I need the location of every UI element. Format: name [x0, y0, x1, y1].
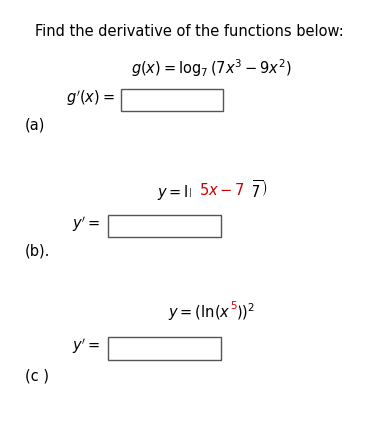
Text: Find the derivative of the functions below:: Find the derivative of the functions bel… [35, 24, 343, 39]
Text: (a): (a) [25, 117, 45, 132]
Text: $g(x) = \log_7(7x^3 - 9x^2)$: $g(x) = \log_7(7x^3 - 9x^2)$ [132, 57, 292, 79]
Text: $y' =$: $y' =$ [72, 336, 100, 356]
Text: $g'(x) =$: $g'(x) =$ [67, 89, 115, 108]
Text: $y = (\ln(x^5))^2$: $y = (\ln(x^5))^2$ [168, 302, 255, 323]
Text: (b).: (b). [25, 244, 50, 259]
FancyBboxPatch shape [108, 215, 221, 237]
Text: $5x - 7$: $5x - 7$ [199, 182, 245, 198]
FancyBboxPatch shape [121, 89, 223, 111]
FancyBboxPatch shape [108, 337, 221, 360]
Text: $5$: $5$ [230, 299, 238, 312]
Text: $y' =$: $y' =$ [72, 214, 100, 233]
FancyBboxPatch shape [229, 299, 239, 315]
FancyBboxPatch shape [191, 179, 253, 201]
Text: $y = \ln\!\left(\sqrt[3]{5x - 7}\right)$: $y = \ln\!\left(\sqrt[3]{5x - 7}\right)$ [156, 178, 267, 202]
Text: (c ): (c ) [25, 368, 48, 383]
